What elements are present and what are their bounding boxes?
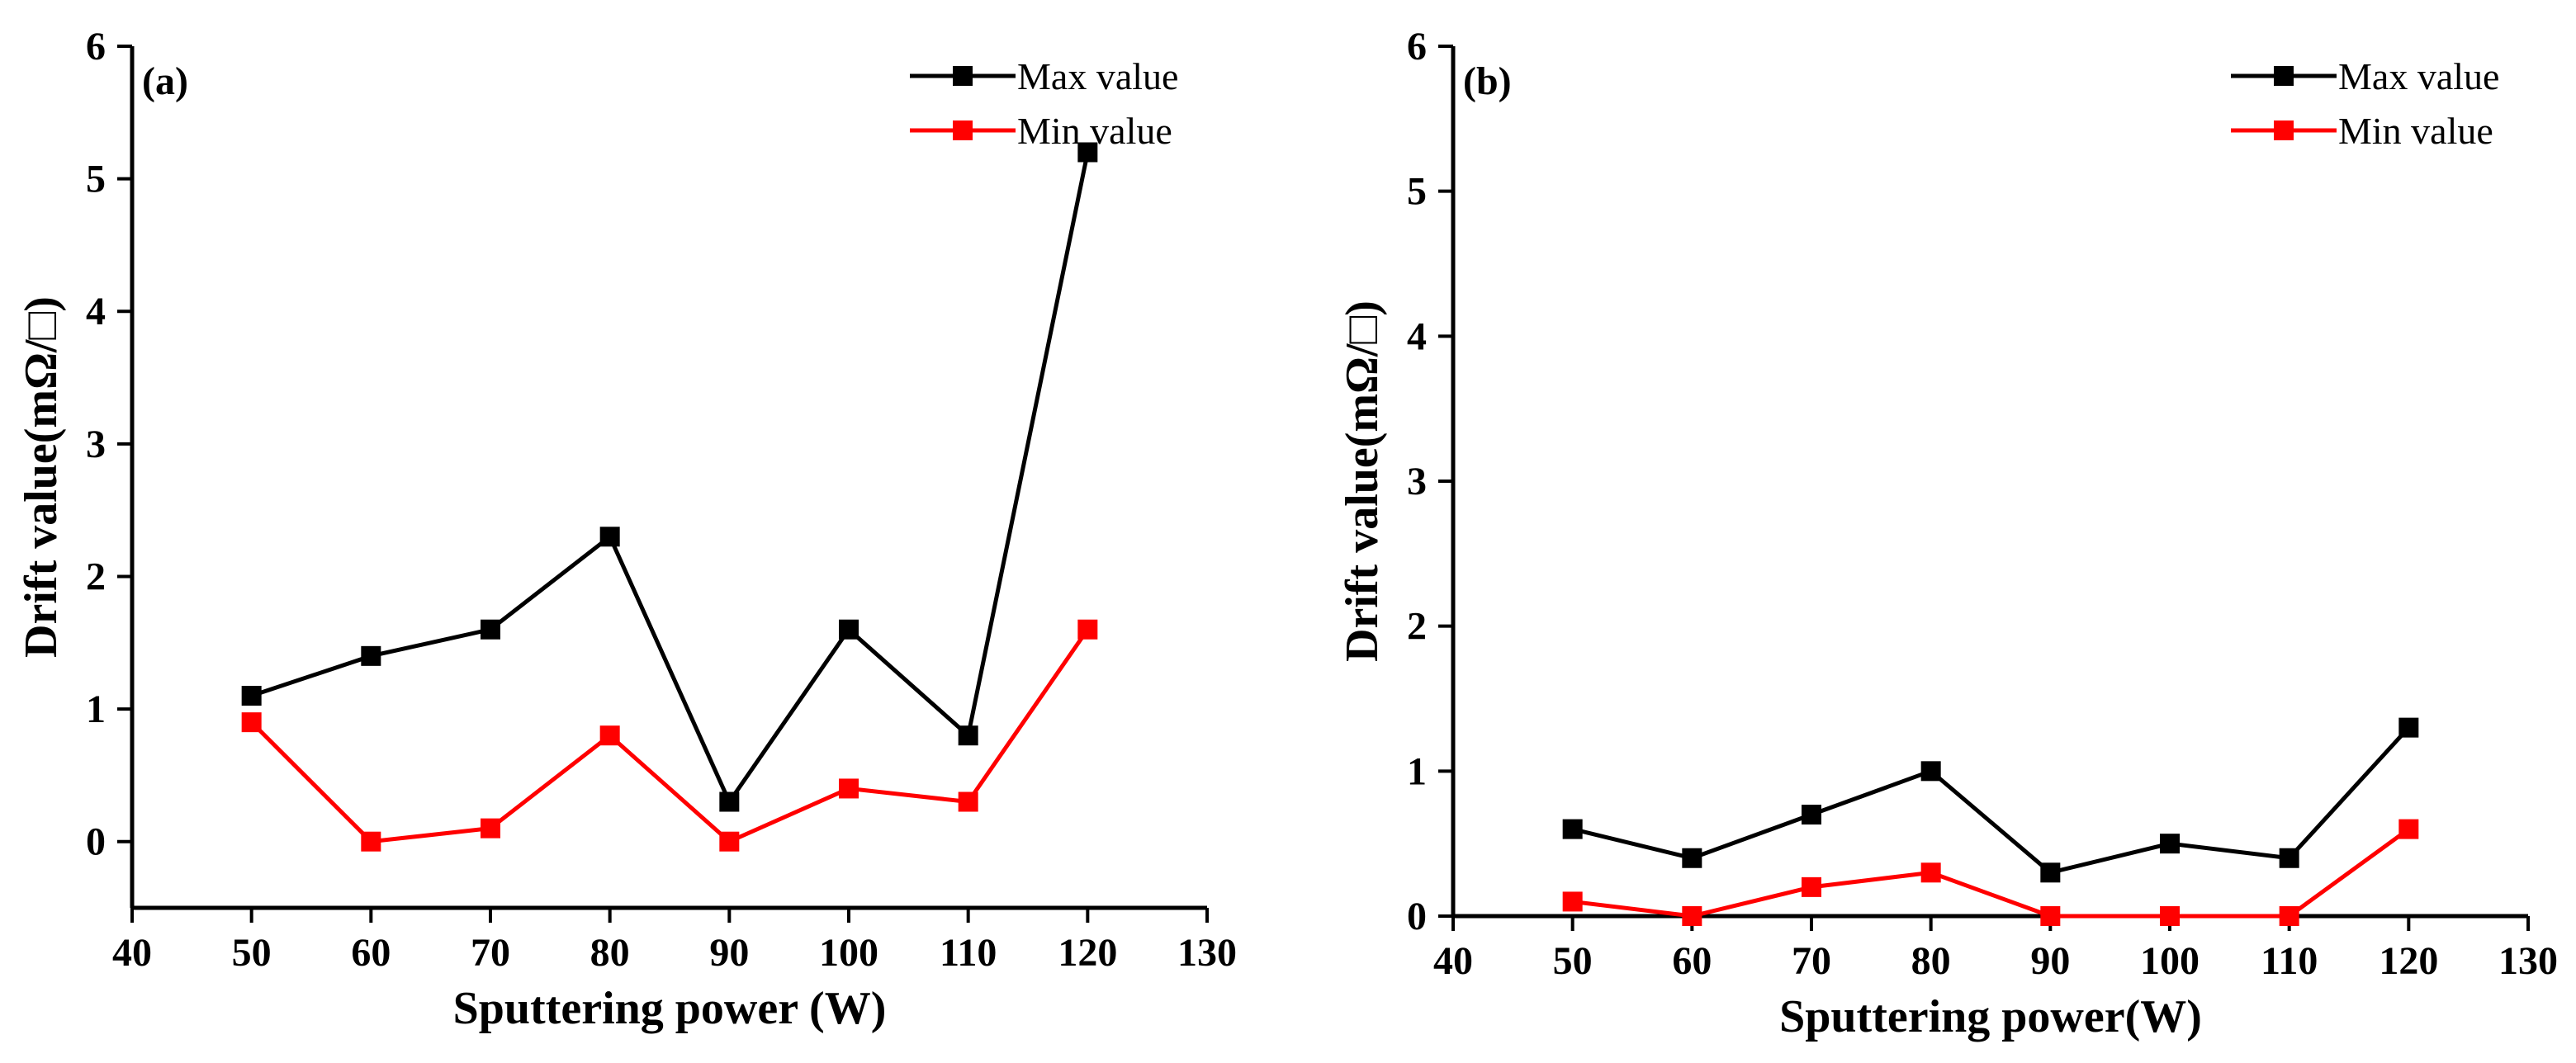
legend-marker xyxy=(953,120,973,140)
panel-label: (a) xyxy=(142,59,188,103)
data-point-max xyxy=(958,725,978,746)
x-axis-title: Sputtering power(W) xyxy=(1779,991,2202,1042)
x-tick-label: 130 xyxy=(1177,931,1237,975)
series-line-max xyxy=(1572,725,2411,876)
data-point-max xyxy=(1077,142,1098,163)
x-tick-label: 100 xyxy=(819,931,878,975)
data-point-min xyxy=(241,712,262,733)
y-tick-label: 1 xyxy=(86,687,106,731)
x-tick-label: 40 xyxy=(1433,939,1473,983)
x-tick-label: 110 xyxy=(940,931,997,975)
x-tick-label: 120 xyxy=(1058,931,1117,975)
y-axis-title: Drift value(mΩ/□) xyxy=(1337,300,1388,662)
series-line-max xyxy=(250,151,1090,806)
series-line-min xyxy=(249,628,1090,844)
data-point-max xyxy=(1920,761,1941,782)
x-tick-label: 40 xyxy=(112,931,152,975)
x-tick-label: 70 xyxy=(471,931,510,975)
x-tick-label: 50 xyxy=(1553,939,1593,983)
y-tick-label: 6 xyxy=(86,25,106,69)
data-point-min xyxy=(2279,906,2299,926)
data-point-max xyxy=(719,791,740,812)
y-tick-label: 2 xyxy=(86,555,106,598)
x-tick-label: 110 xyxy=(2261,939,2318,983)
x-axis-title: Sputtering power (W) xyxy=(453,983,887,1034)
x-tick-label: 90 xyxy=(709,931,749,975)
panel-label: (b) xyxy=(1463,59,1512,103)
chart-panel-a: 40 50 60 70 80 90 100 110 120 130 0 1 2 3 4 5 6 Sputterin… xyxy=(16,25,1237,1034)
y-tick-label: 6 xyxy=(1407,25,1427,69)
y-tick-label: 5 xyxy=(86,158,106,201)
chart-panel-b: 40 50 60 70 80 90 100 110 120 130 0 1 2 3 4 5 6 Sputterin… xyxy=(1337,25,2558,1042)
data-point-max xyxy=(1802,805,1821,825)
data-point-min xyxy=(2160,906,2180,926)
series-line-min xyxy=(1572,827,2410,919)
x-tick-label: 50 xyxy=(232,931,272,975)
data-point-min xyxy=(1562,891,1583,912)
legend-entry: Min value xyxy=(1017,110,1172,152)
x-tick-label: 120 xyxy=(2379,939,2438,983)
data-point-min xyxy=(1802,876,1821,897)
x-tick-label: 130 xyxy=(2498,939,2558,983)
data-point-min xyxy=(481,818,500,839)
data-point-max xyxy=(361,645,381,666)
data-point-min xyxy=(1920,862,1941,883)
x-tick-label: 60 xyxy=(351,931,391,975)
legend-entry: Max value xyxy=(1017,55,1178,97)
x-tick-label: 80 xyxy=(590,931,630,975)
data-point-min xyxy=(2040,906,2061,926)
data-point-max xyxy=(1682,848,1702,868)
data-point-max xyxy=(2040,862,2061,883)
legend-marker xyxy=(2274,66,2294,86)
x-tick-label: 90 xyxy=(2030,939,2070,983)
x-tick-label: 80 xyxy=(1911,939,1951,983)
data-point-min xyxy=(719,831,740,852)
x-tick-label: 100 xyxy=(2140,939,2200,983)
data-point-min xyxy=(958,791,978,812)
x-tick-label: 70 xyxy=(1792,939,1831,983)
data-point-max xyxy=(1562,819,1583,839)
data-point-max xyxy=(839,619,859,640)
y-axis-title: Drift value(mΩ/□) xyxy=(16,296,67,658)
data-point-min xyxy=(839,778,859,799)
data-point-min xyxy=(1077,619,1098,640)
data-point-max xyxy=(481,619,500,640)
y-tick-label: 5 xyxy=(1407,170,1427,214)
legend-marker xyxy=(953,66,973,86)
legend-marker xyxy=(2274,120,2294,140)
y-tick-label: 4 xyxy=(1407,314,1427,358)
data-point-max xyxy=(2398,717,2419,738)
y-tick-label: 0 xyxy=(86,820,106,864)
y-tick-label: 0 xyxy=(1407,895,1427,938)
legend-entry: Min value xyxy=(2338,110,2493,152)
data-point-min xyxy=(599,725,620,746)
data-point-max xyxy=(2160,834,2180,854)
y-tick-label: 2 xyxy=(1407,605,1427,649)
data-point-min xyxy=(361,831,381,852)
y-tick-label: 3 xyxy=(86,423,106,466)
y-tick-label: 1 xyxy=(1407,749,1427,793)
data-point-min xyxy=(2398,819,2419,839)
data-point-min xyxy=(1682,906,1702,926)
y-tick-label: 4 xyxy=(86,290,106,333)
data-point-max xyxy=(241,686,262,706)
data-point-max xyxy=(2279,848,2299,868)
data-point-max xyxy=(599,527,620,547)
y-tick-label: 3 xyxy=(1407,460,1427,503)
x-tick-label: 60 xyxy=(1672,939,1712,983)
legend-entry: Max value xyxy=(2338,55,2499,97)
